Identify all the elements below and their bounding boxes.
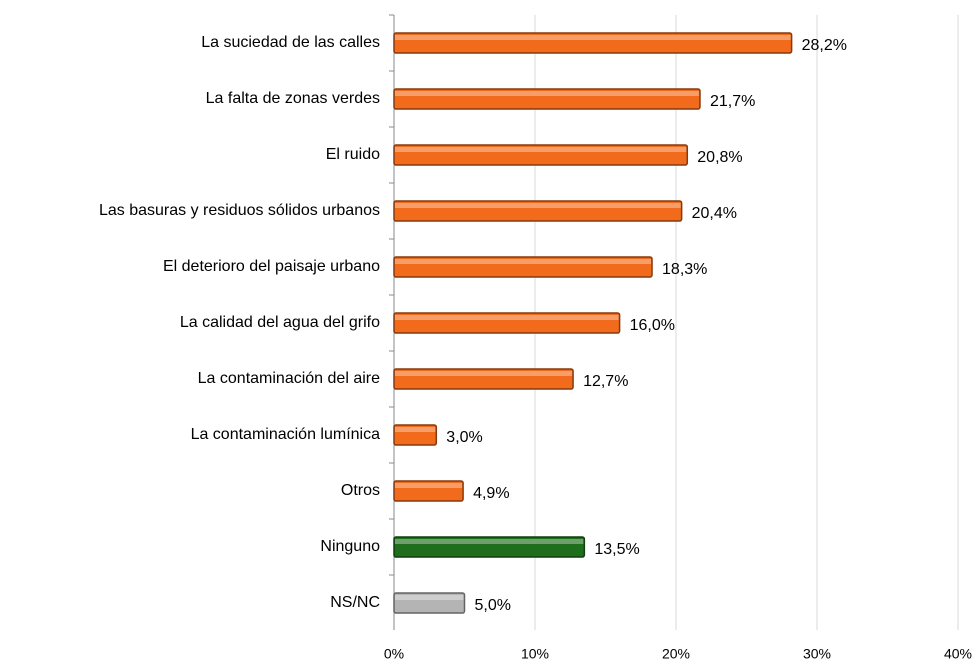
bar-highlight	[395, 203, 681, 208]
bar	[393, 256, 653, 278]
value-label: 18,3%	[662, 261, 707, 278]
bar-highlight	[395, 315, 619, 320]
bar-highlight	[395, 483, 463, 488]
category-label: El ruido	[326, 146, 380, 163]
bar	[393, 536, 586, 558]
value-label: 20,4%	[692, 205, 737, 222]
x-tick-label: 30%	[803, 646, 831, 662]
category-label: Las basuras y residuos sólidos urbanos	[99, 202, 380, 219]
value-label: 13,5%	[594, 541, 639, 558]
category-label: La contaminación lumínica	[191, 426, 381, 443]
bar-highlight	[395, 259, 652, 264]
value-label: 21,7%	[710, 93, 755, 110]
category-label: La suciedad de las calles	[201, 34, 380, 51]
bar	[393, 424, 438, 446]
bar-highlight	[395, 371, 573, 376]
bar-highlight	[395, 427, 436, 432]
bar	[393, 368, 574, 390]
category-label: El deterioro del paisaje urbano	[163, 258, 380, 275]
x-tick-label: 40%	[944, 646, 972, 662]
bar-highlight	[395, 539, 584, 544]
value-label: 4,9%	[473, 485, 509, 502]
category-label: La contaminación del aire	[198, 370, 380, 387]
bar	[393, 592, 466, 614]
value-label: 12,7%	[583, 373, 628, 390]
bar-highlight	[395, 147, 687, 152]
category-label: La falta de zonas verdes	[206, 90, 380, 107]
category-label: La calidad del agua del grifo	[180, 314, 380, 331]
category-label: Ninguno	[320, 538, 380, 555]
bar	[393, 200, 683, 222]
x-tick-label: 0%	[384, 646, 404, 662]
category-label: Otros	[341, 482, 380, 499]
bar	[393, 144, 689, 166]
bar-highlight	[395, 91, 699, 96]
x-tick-label: 20%	[662, 646, 690, 662]
bar-highlight	[395, 595, 464, 600]
bar	[393, 88, 701, 110]
value-label: 3,0%	[446, 429, 482, 446]
bar	[393, 32, 793, 54]
value-label: 20,8%	[697, 149, 742, 166]
x-tick-label: 10%	[521, 646, 549, 662]
bar	[393, 480, 464, 502]
category-label: NS/NC	[330, 594, 380, 611]
value-label: 16,0%	[630, 317, 675, 334]
value-label: 28,2%	[802, 37, 847, 54]
bar	[393, 312, 621, 334]
bar-highlight	[395, 35, 791, 40]
value-label: 5,0%	[475, 597, 511, 614]
